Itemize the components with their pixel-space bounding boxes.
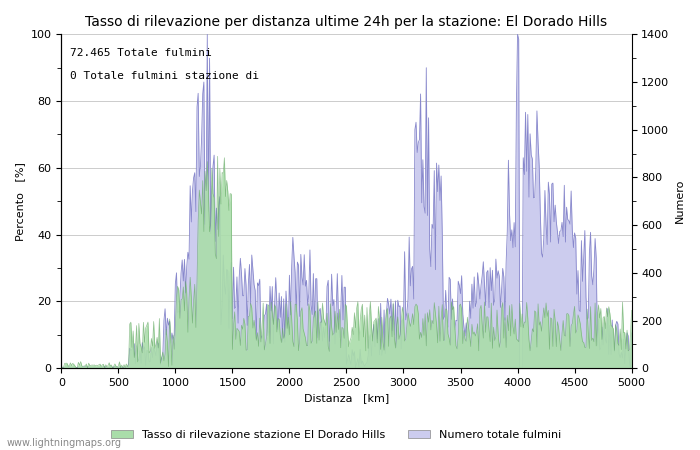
Legend: Tasso di rilevazione stazione El Dorado Hills, Numero totale fulmini: Tasso di rilevazione stazione El Dorado … bbox=[106, 426, 566, 445]
Text: 0 Totale fulmini stazione di: 0 Totale fulmini stazione di bbox=[70, 71, 259, 81]
X-axis label: Distanza   [km]: Distanza [km] bbox=[304, 393, 389, 404]
Text: 72.465 Totale fulmini: 72.465 Totale fulmini bbox=[70, 48, 211, 58]
Title: Tasso di rilevazione per distanza ultime 24h per la stazione: El Dorado Hills: Tasso di rilevazione per distanza ultime… bbox=[85, 15, 608, 29]
Y-axis label: Numero: Numero bbox=[675, 179, 685, 224]
Text: www.lightningmaps.org: www.lightningmaps.org bbox=[7, 438, 122, 448]
Y-axis label: Percento   [%]: Percento [%] bbox=[15, 162, 25, 241]
